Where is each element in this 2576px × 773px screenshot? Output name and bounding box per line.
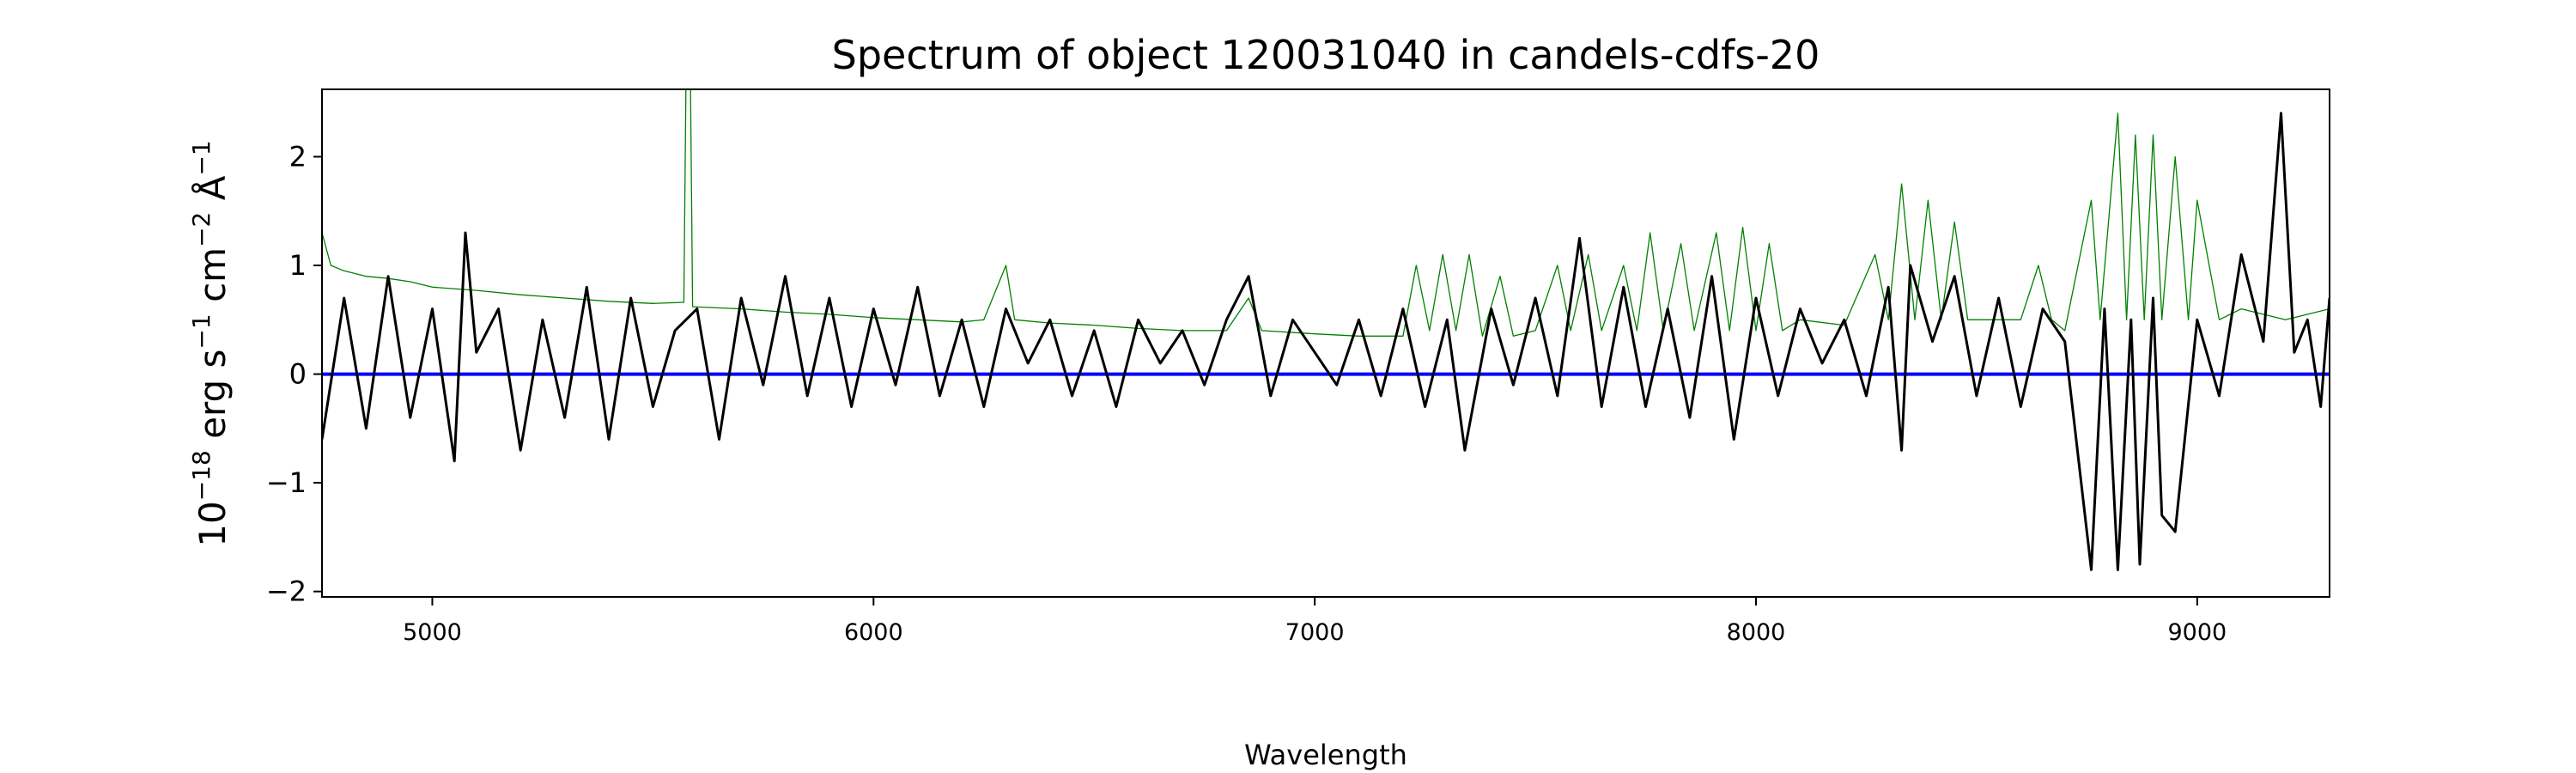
- y-tick-label: 2: [289, 140, 307, 173]
- x-axis: 5000 6000 7000 8000 9000: [403, 597, 2227, 646]
- series-line-error: [322, 89, 2330, 337]
- x-tick-label: 5000: [403, 619, 462, 646]
- chart-title: Spectrum of object 120031040 in candels-…: [832, 32, 1820, 78]
- y-tick-label: 1: [289, 249, 307, 282]
- x-tick-label: 8000: [1727, 619, 1786, 646]
- series-layer: [322, 89, 2330, 571]
- y-tick-label: −2: [266, 575, 307, 608]
- x-tick-label: 7000: [1285, 619, 1345, 646]
- y-axis: −2 −1 0 1 2: [266, 140, 322, 608]
- x-tick-label: 9000: [2167, 619, 2227, 646]
- y-tick-label: 0: [289, 358, 307, 391]
- series-line-flux: [322, 112, 2330, 571]
- y-tick-label: −1: [266, 466, 307, 499]
- x-tick-label: 6000: [844, 619, 903, 646]
- x-axis-label: Wavelength: [1244, 739, 1407, 771]
- axes-frame: [321, 88, 2330, 598]
- y-axis-label: 10−18 erg s−1 cm−2 Å−1: [187, 140, 234, 546]
